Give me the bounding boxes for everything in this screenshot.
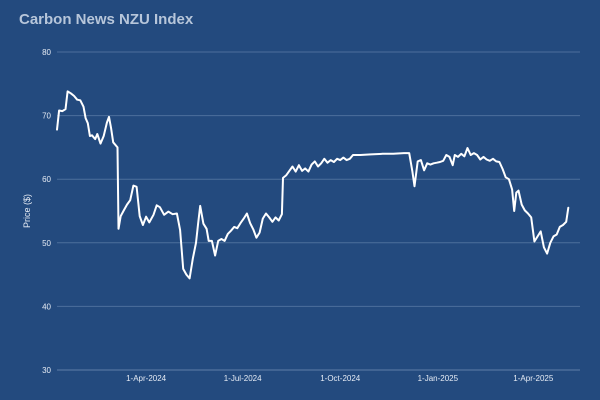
y-tick-label: 70 bbox=[42, 112, 51, 121]
series-line-0 bbox=[56, 90, 570, 280]
x-tick-label: 1-Apr-2024 bbox=[126, 374, 167, 383]
x-tick-label: 1-Oct-2024 bbox=[320, 374, 361, 383]
y-tick-label: 60 bbox=[42, 175, 51, 184]
gridlines bbox=[57, 51, 580, 371]
y-tick-label: 50 bbox=[42, 239, 51, 248]
x-tick-label: 1-Apr-2025 bbox=[513, 374, 554, 383]
y-tick-label: 30 bbox=[42, 366, 51, 375]
x-tick-label: 1-Jul-2024 bbox=[224, 374, 262, 383]
chart-title: Carbon News NZU Index bbox=[19, 11, 194, 28]
x-tick-label: 1-Jan-2025 bbox=[418, 374, 459, 383]
y-axis-label: Price ($) bbox=[22, 194, 32, 228]
y-tick-label: 80 bbox=[42, 48, 51, 57]
x-axis-ticks: 1-Apr-2024 1-Jul-2024 1-Oct-2024 1-Jan-2025… bbox=[126, 374, 554, 383]
series-layer bbox=[56, 90, 570, 280]
y-tick-label: 40 bbox=[42, 302, 51, 311]
y-axis-ticks: 30 40 50 60 70 80 bbox=[42, 48, 51, 375]
